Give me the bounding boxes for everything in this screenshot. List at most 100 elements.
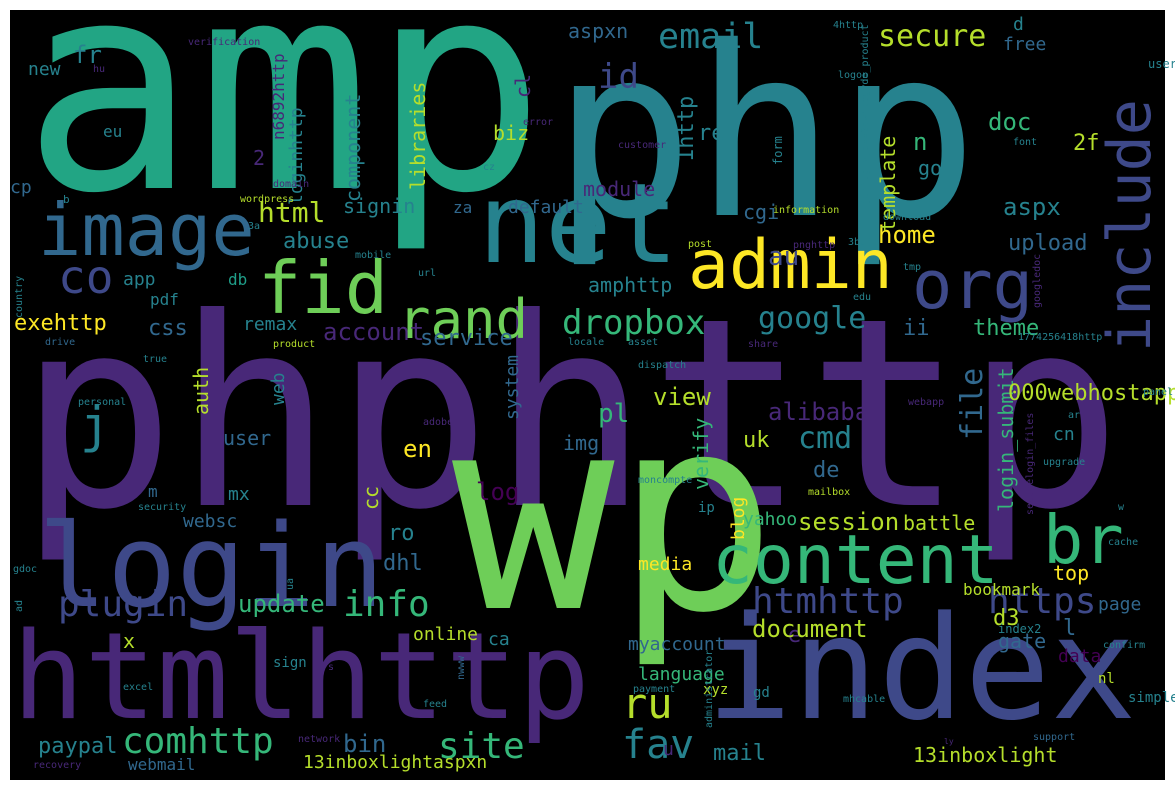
word: info	[343, 584, 430, 625]
word: m	[148, 482, 158, 501]
word: recovery	[33, 760, 81, 771]
word: ar	[1068, 410, 1080, 421]
word: 2	[253, 146, 265, 170]
word: websc	[183, 511, 237, 532]
word: za	[453, 198, 472, 217]
word: comhttp	[122, 721, 274, 762]
word: dispatch	[638, 360, 686, 371]
word: upload	[1008, 231, 1087, 256]
word: asset	[628, 337, 658, 348]
word: ly	[944, 737, 954, 746]
word: form	[771, 136, 785, 165]
word: content	[712, 521, 999, 600]
word: pdf	[150, 290, 179, 309]
word: bookmark	[963, 580, 1040, 599]
word: u	[663, 739, 674, 760]
word: eu	[103, 122, 122, 141]
word: wordpress	[240, 194, 294, 205]
word: adobe	[423, 417, 453, 428]
word: 3buf	[848, 237, 872, 248]
word: personal	[78, 397, 126, 408]
word: fr	[73, 41, 102, 69]
word: customer	[618, 140, 666, 151]
word: https	[988, 581, 1096, 622]
word: wp	[452, 357, 777, 672]
word: img	[563, 431, 599, 455]
word: default	[508, 197, 584, 218]
word: 13inboxlight	[913, 743, 1058, 767]
word: true	[143, 354, 167, 365]
word: n6892http	[269, 53, 288, 140]
word: gd	[753, 685, 770, 701]
word: alibaba	[768, 398, 869, 426]
word: ro	[388, 521, 415, 546]
word: gate	[998, 629, 1046, 653]
word: mail	[713, 741, 766, 766]
word: ru	[622, 679, 673, 728]
cloud-background	[10, 10, 1165, 780]
word: id	[598, 57, 639, 97]
word: font	[1013, 137, 1037, 148]
word: verification	[188, 37, 260, 48]
word: x	[123, 629, 135, 653]
word: ad	[14, 600, 25, 612]
word: new	[28, 59, 61, 80]
word: home	[878, 221, 936, 249]
word: log	[476, 478, 519, 506]
word: domain	[273, 179, 309, 190]
word: admin	[688, 226, 893, 305]
word: xyz	[703, 682, 728, 698]
word: en	[403, 435, 432, 463]
word: php	[552, 0, 978, 271]
word: ref	[698, 121, 738, 146]
word: d3	[993, 606, 1020, 631]
word: aspxn	[568, 19, 628, 43]
word: security	[138, 502, 186, 513]
word: google	[758, 301, 866, 336]
word: e	[788, 623, 801, 648]
word: document	[752, 615, 868, 643]
word: verify	[689, 418, 713, 490]
word: co	[58, 250, 113, 304]
word: panel	[1143, 387, 1173, 398]
word: account	[323, 318, 424, 346]
word: component	[341, 94, 365, 202]
word: excel	[123, 682, 153, 693]
word: image	[38, 188, 255, 272]
word: bin	[343, 730, 386, 758]
word: tmp	[903, 262, 921, 273]
word: signin	[343, 194, 415, 218]
word: data	[1058, 646, 1101, 667]
word: index2	[998, 622, 1041, 636]
word: 4http	[833, 20, 863, 31]
word: rand	[398, 288, 528, 351]
word: biz	[493, 121, 529, 145]
word: battle	[903, 511, 975, 535]
word: logon	[838, 70, 868, 81]
word: support	[1033, 732, 1075, 743]
word: cmd	[798, 421, 852, 456]
word: country	[14, 276, 25, 318]
word: b	[63, 193, 70, 206]
word: post	[688, 239, 712, 250]
word: pnghttp	[793, 240, 835, 251]
word: exehttp	[14, 311, 107, 336]
word: confirm	[1103, 640, 1145, 651]
word: moncompte	[638, 475, 692, 486]
word: cz	[483, 162, 495, 173]
word: paypal	[38, 734, 117, 759]
word: auth	[189, 367, 213, 415]
word: hu	[93, 64, 105, 75]
word: uk	[743, 428, 770, 453]
word: 1774256418http	[1018, 332, 1102, 343]
word: system	[502, 355, 523, 420]
word: page	[1098, 594, 1141, 615]
word: feed	[423, 699, 447, 710]
word: dhl	[383, 551, 423, 576]
word: file	[955, 368, 990, 440]
word: userid	[1148, 57, 1175, 71]
word: ca	[488, 629, 510, 650]
word: dropbox	[562, 303, 705, 343]
word: edu	[853, 292, 871, 303]
